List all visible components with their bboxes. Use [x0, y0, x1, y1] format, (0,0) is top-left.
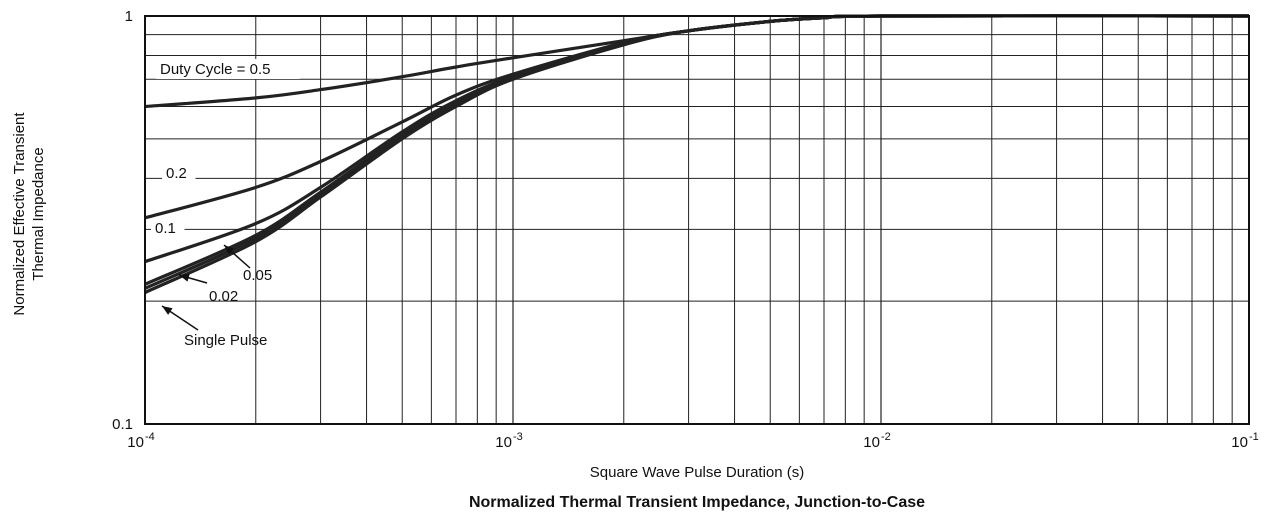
annotation-label-5: Single Pulse [184, 332, 267, 349]
annotation-label-1: 0.2 [166, 165, 187, 182]
chart-title: Normalized Thermal Transient Impedance, … [469, 494, 925, 511]
annotation-label-3: 0.05 [243, 267, 272, 284]
y-tick-label-1: 0.1 [112, 416, 133, 433]
annotation-label-2: 0.1 [155, 220, 176, 237]
annotation-layer: Duty Cycle = 0.5 0.2 0.1 0.05 0.02 Single Pul… [151, 59, 300, 349]
series-line-3 [144, 14, 1250, 286]
annotation-bg-2 [151, 218, 185, 238]
y-axis-label-line-1: Normalized Effective Transient [11, 112, 28, 316]
y-tick-label-0: 1 [125, 8, 133, 25]
annotation-bg-0 [156, 59, 300, 79]
tick-layer: 10-4 10-3 10-2 10-1 1 0.1 [112, 8, 1259, 451]
y-axis-label-line-2: Thermal Impedance [30, 147, 47, 280]
series-line-4 [144, 14, 1250, 290]
x-tick-label-3: 10-1 [1231, 431, 1258, 451]
annotation-label-0: Duty Cycle = 0.5 [160, 61, 270, 78]
x-tick-label-0: 10-4 [127, 431, 154, 451]
series-layer [144, 14, 1250, 294]
annotation-arrow-head-5 [162, 306, 173, 315]
x-tick-label-1: 10-3 [495, 431, 522, 451]
series-line-1 [144, 14, 1250, 220]
x-tick-label-2: 10-2 [863, 431, 890, 451]
plot-frame [144, 15, 1250, 425]
annotation-arrow-head-3 [224, 245, 235, 255]
grid-layer [144, 16, 1250, 424]
series-line-5 [144, 14, 1250, 294]
x-axis-label: Square Wave Pulse Duration (s) [590, 464, 805, 481]
annotation-label-4: 0.02 [209, 288, 238, 305]
annotation-arrow-head-4 [179, 273, 190, 282]
annotation-bg-1 [162, 163, 196, 183]
